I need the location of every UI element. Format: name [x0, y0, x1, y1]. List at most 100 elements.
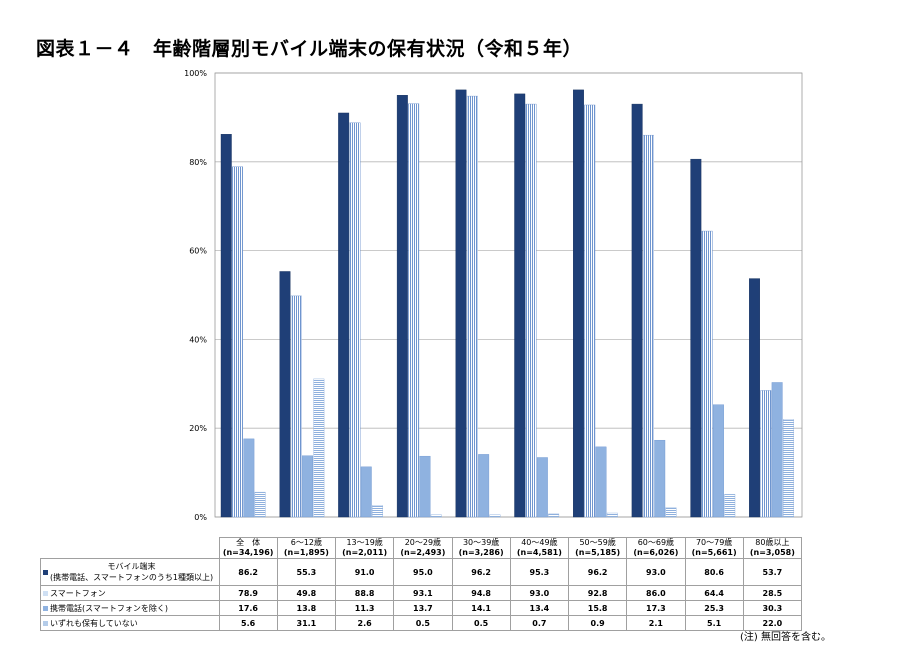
- table-cell: 5.6: [218, 615, 278, 631]
- bar-mobile: [279, 271, 291, 518]
- category-label: 6～12歳 (n=1,895): [276, 537, 337, 559]
- bar-mobile: [631, 103, 643, 518]
- category-label: 20～29歳 (n=2,493): [393, 537, 453, 559]
- table-cell: 31.1: [276, 615, 337, 631]
- category-name: 80歳以上: [755, 538, 790, 548]
- table-cell: 86.2: [218, 558, 278, 586]
- legend-swatch: [43, 590, 48, 596]
- table-cell: 30.3: [742, 600, 803, 616]
- bar-mobile: [338, 112, 350, 518]
- category-count: (n=4,581): [516, 548, 562, 557]
- series-name: 携帯電話(スマートフォンを除く): [50, 603, 169, 613]
- table-cell: 2.6: [334, 615, 395, 631]
- table-cell: 92.8: [567, 585, 628, 601]
- series-name: スマートフォン: [50, 588, 106, 598]
- category-label: 80歳以上 (n=3,058): [742, 537, 803, 559]
- footnote: (注) 無回答を含む。: [740, 632, 831, 643]
- bar-none: [430, 514, 442, 518]
- table-cell: 96.2: [567, 558, 628, 586]
- y-tick-label: 0%: [194, 513, 207, 522]
- category-count: (n=3,058): [749, 548, 795, 557]
- chart-title: 図表１－４ 年齢階層別モバイル端末の保有状況（令和５年）: [36, 38, 583, 60]
- category-label: 60～69歳 (n=6,026): [626, 537, 686, 559]
- bar-mobile: [573, 89, 584, 518]
- bar-none: [489, 514, 501, 518]
- table-cell: 2.1: [626, 615, 686, 631]
- table-cell: 95.0: [393, 558, 453, 586]
- bar-feature_phone: [302, 455, 313, 518]
- bar-mobile: [220, 134, 232, 518]
- category-label: 50～59歳 (n=5,185): [567, 537, 628, 559]
- category-name: 6～12歳: [290, 538, 323, 548]
- table-cell: 80.6: [684, 558, 744, 586]
- category-count: (n=6,026): [633, 548, 679, 557]
- bar-smartphone: [466, 95, 478, 518]
- data-table: 全 体 (n=34,196) 6～12歳 (n=1,895) 13～19歳 (n=2,01…: [40, 537, 803, 631]
- series-name: いずれも保有していない: [50, 618, 138, 628]
- category-label: 40～49歳 (n=4,581): [509, 537, 570, 559]
- plot-frame: [214, 72, 803, 518]
- table-cell: 95.3: [509, 558, 570, 586]
- legend-swatch: [43, 569, 48, 575]
- bar-feature_phone: [713, 404, 724, 518]
- category-name: 20～29歳: [404, 538, 442, 548]
- bar-feature_phone: [654, 439, 666, 518]
- bar-none: [313, 378, 325, 518]
- table-cell: 15.8: [567, 600, 628, 616]
- category-label: 全 体 (n=34,196): [218, 537, 278, 559]
- table-cell: 22.0: [742, 615, 803, 631]
- table-cell: 17.3: [626, 600, 686, 616]
- bar-smartphone: [643, 134, 654, 518]
- table-cell: 93.1: [393, 585, 453, 601]
- category-count: (n=2,011): [342, 548, 388, 557]
- bar-smartphone: [349, 122, 361, 518]
- series-label: いずれも保有していない: [40, 615, 220, 631]
- bar-feature_phone: [771, 382, 783, 518]
- y-axis-ticks: 0% 20% 40% 60% 80% 100%: [184, 69, 207, 522]
- table-cell: 0.5: [393, 615, 453, 631]
- bar-none: [724, 494, 736, 518]
- table-cell: 0.7: [509, 615, 570, 631]
- series-label: スマートフォン: [40, 585, 220, 601]
- y-tick-label: 20%: [189, 424, 207, 433]
- table-cell: 13.7: [393, 600, 453, 616]
- bar-mobile: [514, 93, 526, 518]
- table-corner: [41, 538, 220, 559]
- category-name: 13～19歳: [346, 538, 383, 548]
- table-cell: 96.2: [451, 558, 511, 586]
- category-name: 50～59歳: [579, 538, 616, 548]
- category-label: 13～19歳 (n=2,011): [334, 537, 395, 559]
- table-cell: 93.0: [509, 585, 570, 601]
- category-name: 全 体: [236, 538, 261, 548]
- category-name: 30～39歳: [462, 538, 500, 548]
- bar-chart: 0% 20% 40% 60% 80% 100%: [184, 69, 803, 522]
- legend-swatch: [43, 620, 48, 626]
- category-label: 30～39歳 (n=3,286): [451, 537, 511, 559]
- bar-feature_phone: [243, 438, 255, 518]
- table-cell: 64.4: [684, 585, 744, 601]
- category-name: 60～69歳: [637, 538, 675, 548]
- bar-none: [548, 513, 560, 518]
- table-cell: 91.0: [334, 558, 395, 586]
- table-cell: 14.1: [451, 600, 511, 616]
- table-cell: 13.8: [276, 600, 337, 616]
- bar-smartphone: [290, 295, 302, 518]
- bar-smartphone: [701, 230, 713, 518]
- category-label: 70～79歳 (n=5,661): [684, 537, 744, 559]
- series-label: 携帯電話(スマートフォンを除く): [40, 600, 220, 616]
- bar-none: [372, 505, 383, 518]
- bar-feature_phone: [478, 454, 490, 518]
- bar-none: [665, 507, 677, 518]
- series-label: モバイル端末 (携帯電話、スマートフォンのうち1種類以上): [40, 558, 220, 586]
- bar-mobile: [455, 89, 467, 518]
- y-tick-label: 100%: [184, 69, 207, 78]
- table-cell: 5.1: [684, 615, 744, 631]
- legend-swatch: [43, 605, 48, 611]
- bar-none: [254, 491, 266, 518]
- category-count: (n=3,286): [458, 548, 504, 557]
- table-cell: 55.3: [276, 558, 337, 586]
- table-cell: 53.7: [742, 558, 803, 586]
- series-name: モバイル端末: [107, 562, 156, 571]
- table-cell: 0.5: [451, 615, 511, 631]
- table-cell: 93.0: [626, 558, 686, 586]
